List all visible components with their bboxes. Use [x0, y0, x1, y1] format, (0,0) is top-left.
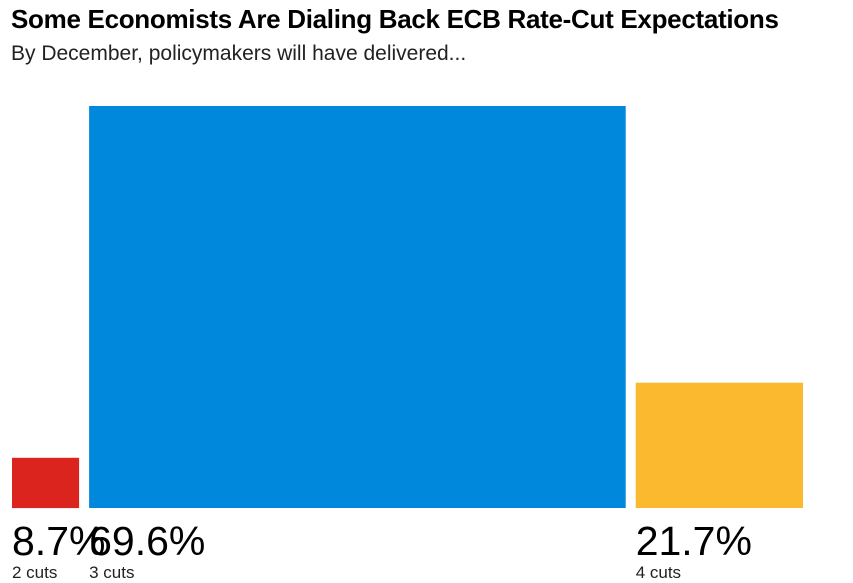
bar-2-cuts	[12, 457, 80, 509]
category-label: 4 cuts	[636, 563, 681, 582]
bar-3-cuts	[89, 106, 626, 508]
value-label: 69.6%	[89, 518, 205, 564]
chart-subtitle: By December, policymakers will have deli…	[11, 42, 467, 65]
labels-group: 8.7%2 cuts 69.6%3 cuts 21.7%4 cuts	[12, 518, 752, 582]
value-label: 8.7%	[12, 518, 105, 564]
value-label: 21.7%	[636, 518, 752, 564]
chart-title: Some Economists Are Dialing Back ECB Rat…	[11, 4, 779, 34]
bar-4-cuts	[635, 382, 803, 508]
category-label: 3 cuts	[89, 563, 134, 582]
category-label: 2 cuts	[12, 563, 57, 582]
bars-group	[12, 106, 803, 509]
